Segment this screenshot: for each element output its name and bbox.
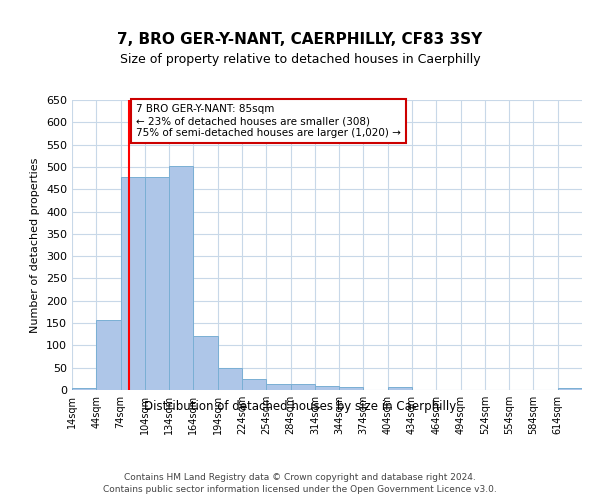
Bar — [145, 176, 169, 390]
Bar — [169, 166, 193, 390]
Text: Size of property relative to detached houses in Caerphilly: Size of property relative to detached ho… — [119, 52, 481, 66]
Bar — [218, 368, 242, 390]
Bar — [266, 384, 290, 390]
Y-axis label: Number of detached properties: Number of detached properties — [31, 158, 40, 332]
Bar — [121, 176, 145, 390]
Bar — [388, 388, 412, 390]
Text: 7, BRO GER-Y-NANT, CAERPHILLY, CF83 3SY: 7, BRO GER-Y-NANT, CAERPHILLY, CF83 3SY — [118, 32, 482, 48]
Text: Contains HM Land Registry data © Crown copyright and database right 2024.: Contains HM Land Registry data © Crown c… — [124, 472, 476, 482]
Bar — [315, 386, 339, 390]
Text: 7 BRO GER-Y-NANT: 85sqm
← 23% of detached houses are smaller (308)
75% of semi-d: 7 BRO GER-Y-NANT: 85sqm ← 23% of detache… — [136, 104, 401, 138]
Text: Contains public sector information licensed under the Open Government Licence v3: Contains public sector information licen… — [103, 485, 497, 494]
Bar — [96, 320, 121, 390]
Bar — [193, 336, 218, 390]
Bar — [72, 388, 96, 390]
Bar — [339, 387, 364, 390]
Bar — [242, 380, 266, 390]
Text: Distribution of detached houses by size in Caerphilly: Distribution of detached houses by size … — [144, 400, 456, 413]
Bar — [290, 384, 315, 390]
Bar — [558, 388, 582, 390]
